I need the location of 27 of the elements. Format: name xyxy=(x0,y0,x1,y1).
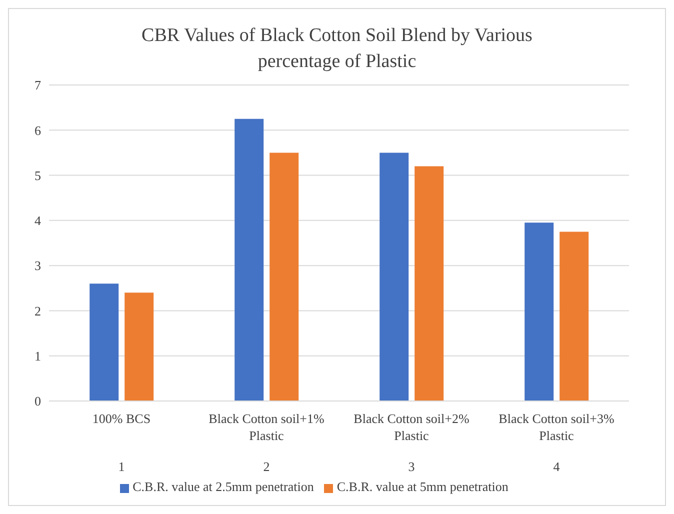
y-tick-label: 2 xyxy=(34,303,41,318)
x-tick-label: Black Cotton soil+3% Plastic xyxy=(498,411,614,443)
bar xyxy=(124,292,154,401)
y-tick-label: 6 xyxy=(34,122,42,138)
bar xyxy=(90,284,119,401)
y-tick-label: 1 xyxy=(34,348,41,364)
y-tick-label: 3 xyxy=(34,258,41,274)
legend-label: C.B.R. value at 5mm penetration xyxy=(336,479,508,494)
text: 2 xyxy=(263,459,270,474)
text: 4 xyxy=(553,459,560,474)
legend-label: C.B.R. value at 2.5mm penetration xyxy=(132,479,314,494)
y-tick-label: 0 xyxy=(34,394,41,409)
x-tick-label: 100% BCS xyxy=(92,411,151,426)
y-tick-label: 5 xyxy=(34,168,41,183)
y-tick-label: 7 xyxy=(34,78,42,93)
bar xyxy=(380,152,409,401)
text: 3 xyxy=(408,459,415,474)
x-tick-label: Black Cotton soil+1% Plastic xyxy=(208,411,324,443)
y-tick-label: 4 xyxy=(34,213,42,228)
text: 1 xyxy=(118,459,125,474)
bar xyxy=(234,118,264,401)
x-tick-label: Black Cotton soil+2% Plastic xyxy=(354,411,470,443)
chart-title: CBR Values of Black Cotton Soil Blend by Various percentage of Plastic xyxy=(140,24,534,74)
bar xyxy=(270,152,299,401)
bar xyxy=(524,222,554,401)
bar xyxy=(414,166,444,401)
bar xyxy=(560,232,589,401)
